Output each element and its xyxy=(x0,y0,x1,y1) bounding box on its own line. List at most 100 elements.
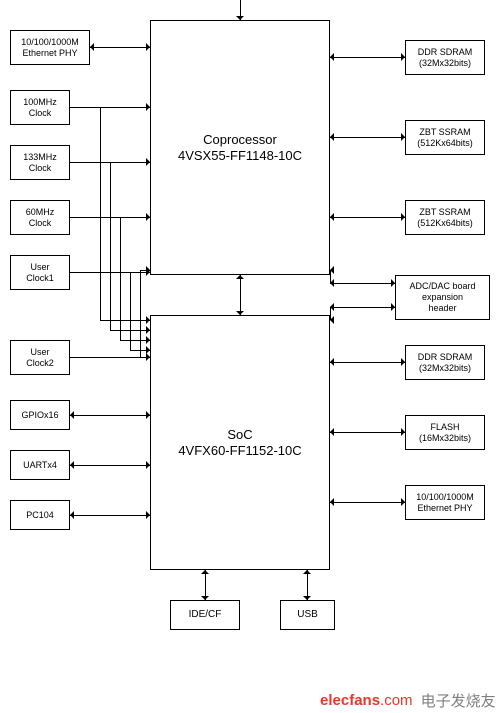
block-userclk1: UserClock1 xyxy=(10,255,70,290)
block-userclk2: UserClock2 xyxy=(10,340,70,375)
block-flash: FLASH(16Mx32bits) xyxy=(405,415,485,450)
arrow-head-icon xyxy=(330,358,334,366)
arrow-head-icon xyxy=(330,53,334,61)
block-uart-line: UARTx4 xyxy=(23,460,57,471)
block-soc: SoC4VFX60-FF1152-10C xyxy=(150,315,330,570)
block-clk60-line: Clock xyxy=(29,218,52,229)
arrow-head-icon xyxy=(391,279,395,287)
connector-line xyxy=(70,515,150,516)
block-zbt2: ZBT SSRAM(512Kx64bits) xyxy=(405,200,485,235)
block-clk60: 60MHzClock xyxy=(10,200,70,235)
block-usb-line: USB xyxy=(297,609,318,621)
arrow-head-icon xyxy=(330,316,334,324)
diagram-canvas: Coprocessor4VSX55-FF1148-10C SoC4VFX60-FF… xyxy=(0,0,500,713)
block-clk60-line: 60MHz xyxy=(26,207,55,218)
arrow-head-icon xyxy=(70,411,74,419)
arrow-head-icon xyxy=(146,511,150,519)
block-eth_phy_right: 10/100/1000MEthernet PHY xyxy=(405,485,485,520)
arrow-head-icon xyxy=(146,158,150,166)
connector-line xyxy=(240,275,241,315)
connector-line xyxy=(70,465,150,466)
block-userclk2-line: User xyxy=(30,347,49,358)
block-gpio: GPIOx16 xyxy=(10,400,70,430)
block-flash-line: (16Mx32bits) xyxy=(419,433,471,444)
block-adcdac-line: header xyxy=(428,303,456,314)
arrow-head-icon xyxy=(146,411,150,419)
arrow-head-icon xyxy=(146,461,150,469)
block-flash-line: FLASH xyxy=(430,422,459,433)
block-ddr_top-line: DDR SDRAM xyxy=(418,47,473,58)
block-zbt1: ZBT SSRAM(512Kx64bits) xyxy=(405,120,485,155)
block-ddr_top: DDR SDRAM(32Mx32bits) xyxy=(405,40,485,75)
block-coprocessor-line: Coprocessor xyxy=(203,132,277,148)
connector-line xyxy=(330,362,405,363)
arrow-head-icon xyxy=(146,103,150,111)
arrow-head-icon xyxy=(401,133,405,141)
block-coprocessor-line: 4VSX55-FF1148-10C xyxy=(178,148,302,164)
block-coprocessor: Coprocessor4VSX55-FF1148-10C xyxy=(150,20,330,275)
block-eth_phy_left: 10/100/1000MEthernet PHY xyxy=(10,30,90,65)
footer-suffix: .com xyxy=(380,692,413,709)
arrow-head-icon xyxy=(146,213,150,221)
connector-line xyxy=(100,107,101,320)
arrow-head-icon xyxy=(401,498,405,506)
arrow-head-icon xyxy=(146,43,150,51)
footer-tagline: 电子发烧友 xyxy=(421,690,496,711)
block-usb: USB xyxy=(280,600,335,630)
block-clk133: 133MHzClock xyxy=(10,145,70,180)
block-zbt2-line: (512Kx64bits) xyxy=(417,218,473,229)
block-ddr_top-line: (32Mx32bits) xyxy=(419,58,471,69)
block-pc104: PC104 xyxy=(10,500,70,530)
connector-line xyxy=(330,283,395,284)
block-gpio-line: GPIOx16 xyxy=(21,410,58,421)
block-pc104-line: PC104 xyxy=(26,510,54,521)
arrow-head-icon xyxy=(201,596,209,600)
block-clk133-line: 133MHz xyxy=(23,152,57,163)
arrow-head-icon xyxy=(330,133,334,141)
block-soc-line: 4VFX60-FF1152-10C xyxy=(178,443,301,459)
arrow-head-icon xyxy=(146,266,150,274)
connector-line xyxy=(330,137,405,138)
arrow-head-icon xyxy=(401,53,405,61)
block-zbt2-line: ZBT SSRAM xyxy=(419,207,470,218)
connector-line xyxy=(90,47,150,48)
block-userclk2-line: Clock2 xyxy=(26,358,54,369)
connector-line xyxy=(330,502,405,503)
arrow-head-icon xyxy=(146,316,150,324)
connector-line xyxy=(70,272,150,273)
block-adcdac: ADC/DAC boardexpansionheader xyxy=(395,275,490,320)
arrow-head-icon xyxy=(330,213,334,221)
arrow-head-icon xyxy=(303,596,311,600)
arrow-head-icon xyxy=(303,570,311,574)
connector-line xyxy=(330,432,405,433)
block-eth_phy_left-line: Ethernet PHY xyxy=(22,48,77,59)
arrow-head-icon xyxy=(330,428,334,436)
block-clk100-line: Clock xyxy=(29,108,52,119)
connector-line xyxy=(330,307,395,308)
block-ddr_soc-line: (32Mx32bits) xyxy=(419,363,471,374)
connector-line xyxy=(330,217,405,218)
block-userclk1-line: User xyxy=(30,262,49,273)
block-zbt1-line: (512Kx64bits) xyxy=(417,138,473,149)
block-uart: UARTx4 xyxy=(10,450,70,480)
arrow-head-icon xyxy=(236,311,244,315)
arrow-head-icon xyxy=(236,16,244,20)
footer-brand: elecfans xyxy=(320,692,380,709)
arrow-head-icon xyxy=(146,326,150,334)
block-idecf: IDE/CF xyxy=(170,600,240,630)
connector-line xyxy=(70,107,150,108)
block-adcdac-line: expansion xyxy=(422,292,463,303)
connector-line xyxy=(100,320,150,321)
block-zbt1-line: ZBT SSRAM xyxy=(419,127,470,138)
connector-line xyxy=(140,270,141,357)
arrow-head-icon xyxy=(201,570,209,574)
arrow-head-icon xyxy=(236,275,244,279)
connector-line xyxy=(70,217,150,218)
block-eth_phy_right-line: Ethernet PHY xyxy=(417,503,472,514)
arrow-head-icon xyxy=(90,43,94,51)
connector-line xyxy=(70,415,150,416)
arrow-head-icon xyxy=(146,353,150,361)
connector-line xyxy=(110,162,111,330)
arrow-head-icon xyxy=(401,428,405,436)
footer-branding: elecfans.com 电子发烧友 xyxy=(320,690,496,711)
